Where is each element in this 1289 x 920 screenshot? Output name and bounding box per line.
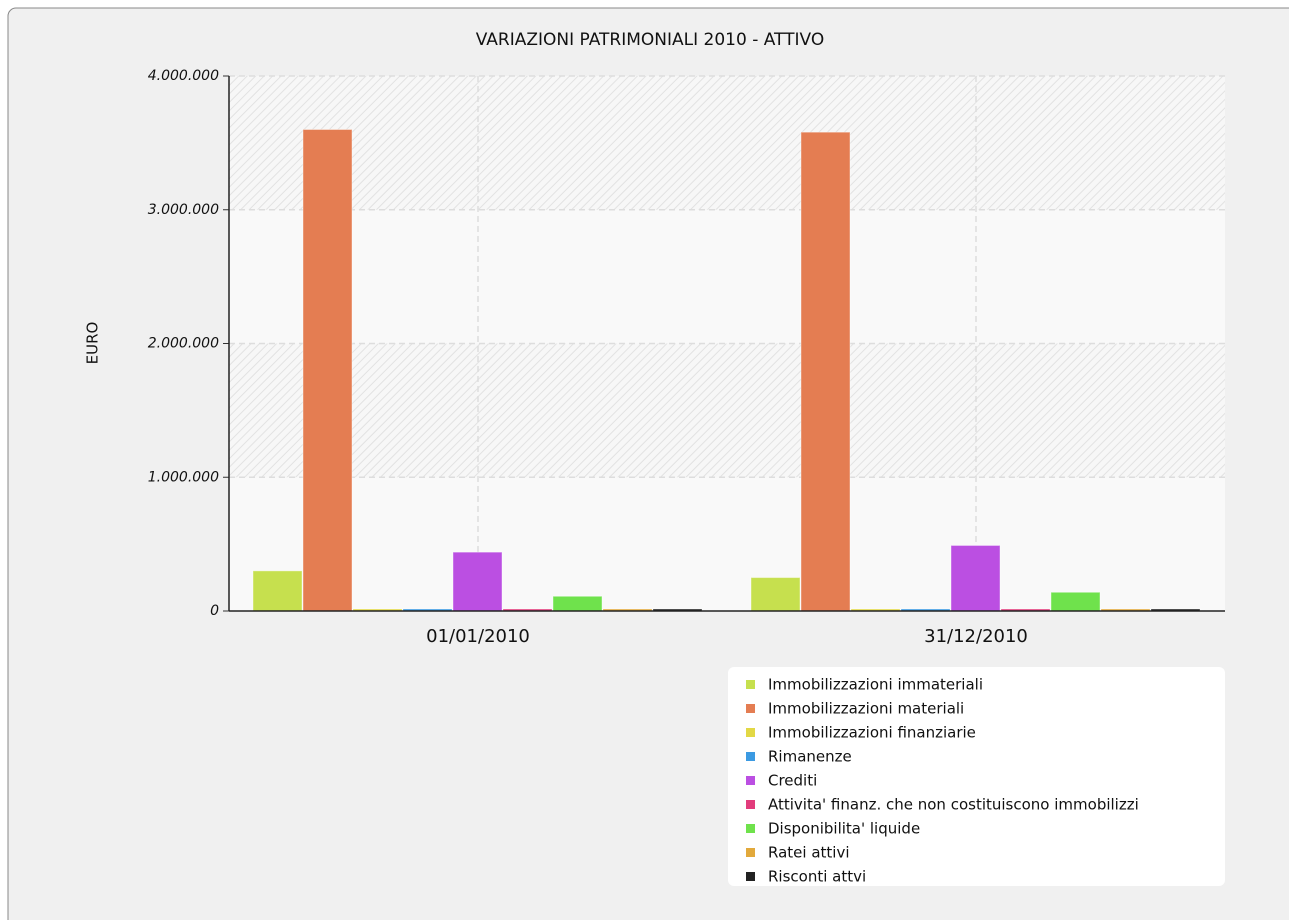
plot-band: [229, 343, 1225, 478]
legend-swatch: [746, 752, 755, 761]
bar: [800, 131, 851, 612]
legend-label: Disponibilita' liquide: [768, 820, 920, 838]
legend-label: Crediti: [768, 772, 817, 790]
bar: [1050, 591, 1101, 612]
y-tick-label: 4.000.000: [148, 68, 219, 84]
bar: [302, 129, 353, 612]
legend-swatch: [746, 728, 755, 737]
legend-swatch: [746, 680, 755, 689]
legend-swatch: [746, 872, 755, 881]
legend-swatch: [746, 824, 755, 833]
legend-swatch: [746, 704, 755, 713]
legend-label: Immobilizzazioni finanziarie: [768, 724, 976, 742]
legend-swatch: [746, 800, 755, 809]
legend-label: Risconti attvi: [768, 868, 866, 886]
bar: [552, 595, 603, 612]
bar: [950, 544, 1001, 612]
bar: [750, 577, 801, 612]
bar: [452, 551, 503, 612]
chart-title: VARIAZIONI PATRIMONIALI 2010 - ATTIVO: [476, 30, 825, 50]
legend-swatch: [746, 776, 755, 785]
bar: [252, 570, 303, 612]
legend-label: Immobilizzazioni materiali: [768, 700, 964, 718]
y-axis-label: EURO: [84, 322, 102, 365]
y-tick-label: 3.000.000: [148, 202, 219, 218]
x-tick-label: 01/01/2010: [426, 626, 530, 647]
legend-box: [728, 667, 1225, 886]
legend-label: Attivita' finanz. che non costituiscono …: [768, 796, 1139, 814]
legend-label: Ratei attivi: [768, 844, 850, 862]
y-tick-label: 0: [210, 603, 219, 619]
y-tick-label: 2.000.000: [148, 336, 219, 352]
plot-band: [229, 76, 1225, 210]
y-tick-label: 1.000.000: [148, 469, 219, 485]
legend-label: Immobilizzazioni immateriali: [768, 676, 983, 694]
legend-label: Rimanenze: [768, 748, 852, 766]
legend-swatch: [746, 848, 755, 857]
x-tick-label: 31/12/2010: [924, 626, 1028, 647]
